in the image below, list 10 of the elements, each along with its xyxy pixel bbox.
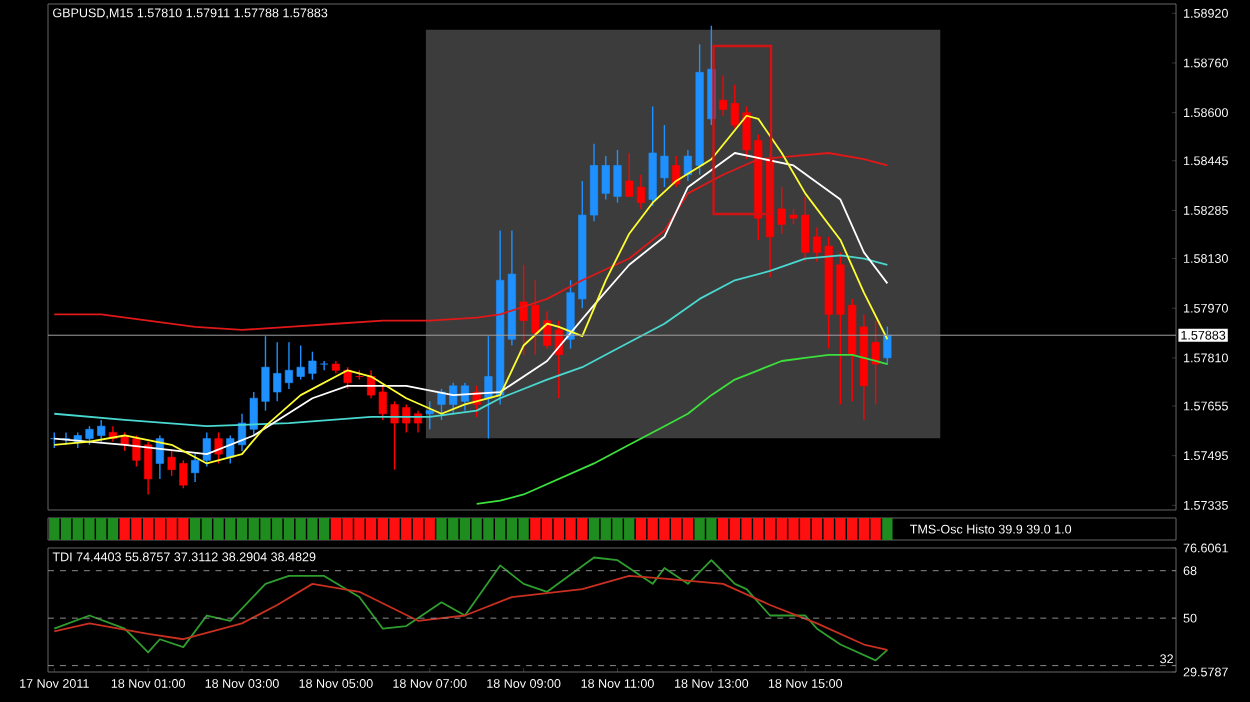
candlestick bbox=[425, 400, 434, 430]
candlestick bbox=[214, 431, 223, 465]
line-series bbox=[53, 152, 889, 331]
candlestick bbox=[672, 155, 681, 188]
candlestick bbox=[202, 431, 211, 468]
candlestick bbox=[883, 325, 892, 366]
line-series bbox=[53, 254, 889, 428]
candlestick bbox=[191, 453, 200, 483]
line-series bbox=[53, 575, 889, 651]
line-series bbox=[53, 556, 889, 662]
